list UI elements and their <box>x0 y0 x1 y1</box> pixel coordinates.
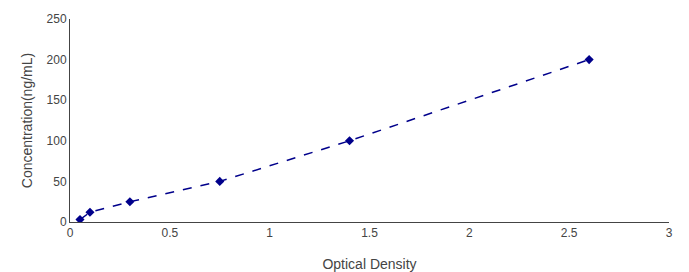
svg-text:Concentration(ng/mL): Concentration(ng/mL) <box>19 53 35 188</box>
svg-text:1: 1 <box>266 226 273 240</box>
svg-text:3: 3 <box>666 226 673 240</box>
svg-text:100: 100 <box>47 134 67 148</box>
svg-text:0: 0 <box>67 226 74 240</box>
svg-text:1.5: 1.5 <box>361 226 378 240</box>
svg-text:50: 50 <box>53 175 67 189</box>
svg-text:2: 2 <box>466 226 473 240</box>
svg-text:250: 250 <box>47 12 67 26</box>
svg-text:0.5: 0.5 <box>161 226 178 240</box>
svg-text:200: 200 <box>47 53 67 67</box>
svg-text:Optical Density: Optical Density <box>322 256 416 272</box>
svg-text:150: 150 <box>47 93 67 107</box>
svg-text:2.5: 2.5 <box>561 226 578 240</box>
svg-text:0: 0 <box>60 215 67 229</box>
